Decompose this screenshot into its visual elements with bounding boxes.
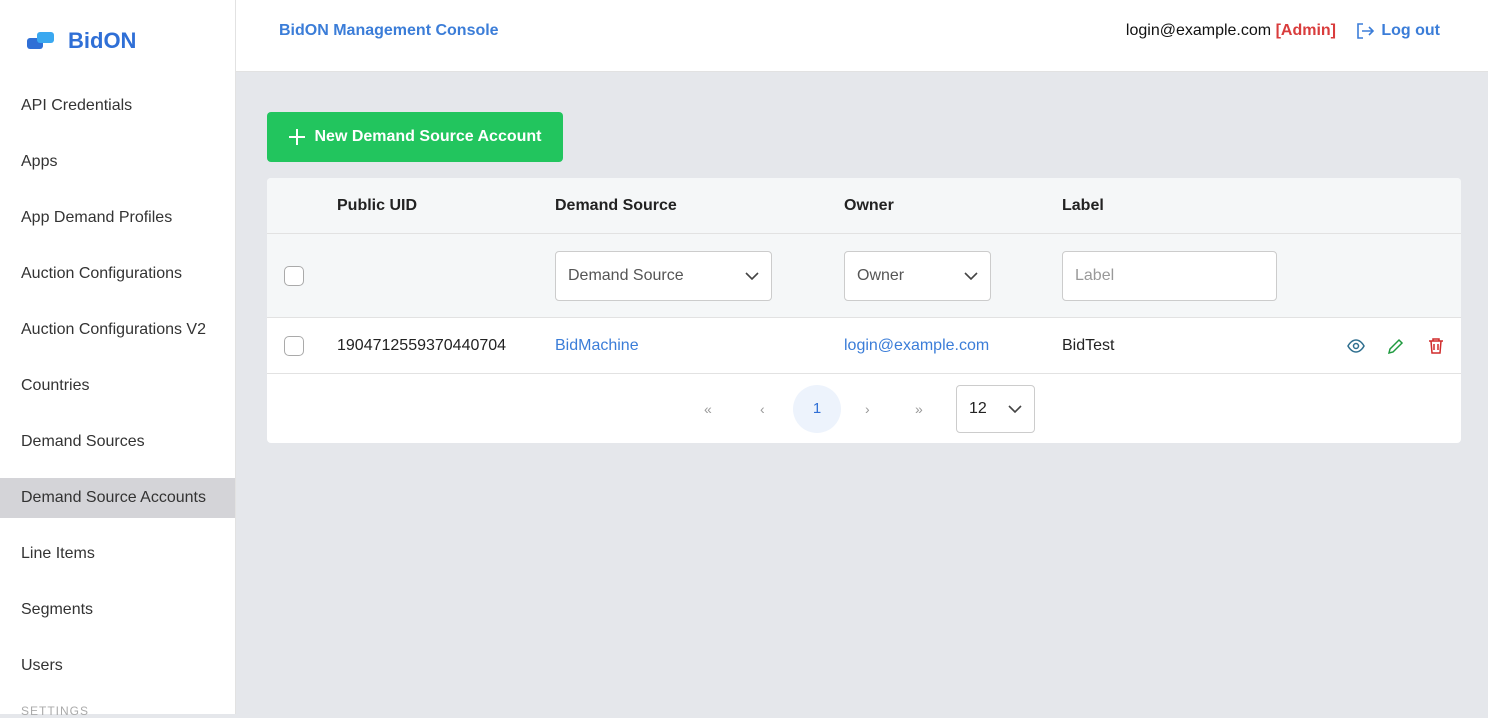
nav-item[interactable]: Auction Configurations V2 <box>21 321 206 338</box>
nav-item[interactable]: Users <box>21 657 63 674</box>
nav-item[interactable]: Auction Configurations <box>21 265 182 282</box>
user-role: [Admin] <box>1275 22 1336 39</box>
first-page[interactable]: « <box>704 400 712 417</box>
filter-row: Demand Source Owner Label <box>267 234 1461 318</box>
column-header: Demand Source <box>555 196 677 214</box>
nav-item[interactable]: Segments <box>21 601 94 618</box>
column-header: Public UID <box>337 196 418 214</box>
sidebar: BidON API Credentials Apps App Demand Prof… <box>0 0 236 718</box>
user-email: login@example.com <box>1125 22 1272 39</box>
logout-icon <box>1357 23 1375 39</box>
header: BidON Management Console login@example.c… <box>236 0 1488 72</box>
logout-label: Log out <box>1381 22 1440 39</box>
edit-icon[interactable] <box>1387 337 1405 355</box>
cell-text: BidTest <box>1062 336 1115 354</box>
cell-text: 1904712559370440704 <box>337 336 507 354</box>
delete-icon[interactable] <box>1427 337 1445 355</box>
nav-item[interactable]: API Credentials <box>21 97 133 114</box>
nav-item[interactable]: App Demand Profiles <box>21 209 173 226</box>
nav-item[interactable]: Demand Sources <box>21 433 145 450</box>
filter-placeholder: Owner <box>857 267 905 284</box>
logout[interactable]: Log out <box>1355 22 1440 40</box>
last-page[interactable]: » <box>915 400 923 417</box>
header-row: Public UID Demand Source Owner Label <box>267 178 1461 234</box>
plus-icon <box>289 129 306 145</box>
cell-text[interactable]: BidMachine <box>555 336 639 354</box>
row-actions <box>1347 337 1445 355</box>
prev-page[interactable]: ‹ <box>760 400 765 417</box>
new-button-label: New Demand Source Account <box>314 128 542 145</box>
column-header: Owner <box>844 196 894 214</box>
brand-name: BidON <box>68 28 137 53</box>
new-button[interactable]: New Demand Source Account <box>267 112 563 162</box>
page-size[interactable]: 12 <box>956 385 1035 433</box>
select-all[interactable] <box>284 265 304 286</box>
row-checkbox[interactable] <box>284 335 304 356</box>
header-title: BidON Management Console <box>279 22 499 39</box>
nav-item[interactable]: Demand Source Accounts <box>0 478 235 518</box>
page-size-value: 12 <box>969 400 987 417</box>
filter-placeholder: Demand Source <box>568 267 684 284</box>
chevron <box>745 272 759 280</box>
filter-placeholder: Label <box>1075 267 1115 284</box>
nav-item[interactable]: Apps <box>21 153 58 170</box>
current-page[interactable]: 1 <box>793 384 841 433</box>
view-icon[interactable] <box>1347 337 1365 355</box>
owner-filter[interactable]: Owner <box>844 251 991 301</box>
brand[interactable]: BidON <box>26 28 136 54</box>
user-info: login@example.com [Admin] <box>1126 22 1336 40</box>
chevron <box>964 272 978 280</box>
nav-item[interactable]: Line Items <box>21 545 95 562</box>
next-page[interactable]: › <box>865 400 870 417</box>
table: Public UID Demand Source Owner Label Demand… <box>267 178 1461 443</box>
nav-item[interactable]: Countries <box>21 377 90 394</box>
nav-section: SETTINGS <box>21 704 90 718</box>
column-header: Label <box>1062 196 1104 214</box>
logo <box>27 32 54 49</box>
demand-source-filter[interactable]: Demand Source <box>555 251 772 301</box>
chevron <box>1008 405 1022 413</box>
cell-text[interactable]: login@example.com <box>844 336 990 354</box>
label-filter[interactable]: Label <box>1062 251 1277 301</box>
pagination: « ‹ 1 › » 12 <box>267 374 1461 443</box>
table-row: 1904712559370440704 BidMachine login@examp… <box>267 318 1461 374</box>
